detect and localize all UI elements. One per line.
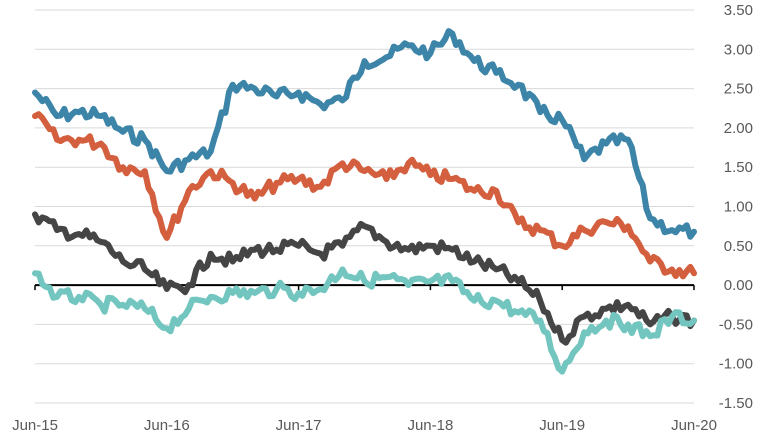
y-tick-label: 2.00: [724, 120, 753, 137]
y-tick-label: 1.00: [724, 199, 753, 216]
y-tick-label: -1.00: [719, 356, 753, 373]
series-line-3: [32, 211, 697, 346]
y-tick-label: 0.50: [724, 238, 753, 255]
y-tick-label: 1.50: [724, 159, 753, 176]
y-axis-ticks: 3.50 3.00 2.50 2.00 1.50 1.00 0.50 0.00 -0.50 -1.…: [719, 2, 753, 412]
y-tick-label: -1.50: [719, 395, 753, 412]
y-tick-label: 0.00: [724, 277, 753, 294]
x-tick-label: Jun-17: [276, 417, 322, 434]
x-tick-label: Jun-16: [144, 417, 190, 434]
y-tick-label: 3.50: [724, 2, 753, 19]
series-line-2: [32, 111, 697, 280]
gridlines: [35, 9, 694, 404]
x-tick-label: Jun-20: [671, 417, 717, 434]
series-line-4: [32, 266, 697, 375]
y-tick-label: 2.50: [724, 81, 753, 98]
y-tick-label: 3.00: [724, 41, 753, 58]
series-line-1: [32, 28, 697, 240]
series-lines: [32, 28, 697, 375]
x-tick-label: Jun-19: [539, 417, 585, 434]
x-tick-label: Jun-15: [12, 417, 58, 434]
y-tick-label: -0.50: [719, 316, 753, 333]
x-tick-label: Jun-18: [407, 417, 453, 434]
x-axis-ticks: Jun-15 Jun-16 Jun-17 Jun-18 Jun-19 Jun-20: [12, 285, 717, 434]
